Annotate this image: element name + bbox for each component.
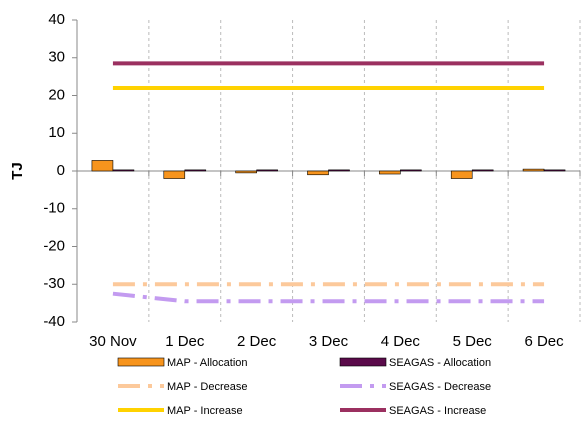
bar xyxy=(112,169,135,172)
x-tick-label: 1 Dec xyxy=(165,333,205,350)
bar xyxy=(256,169,278,172)
bar xyxy=(400,169,422,172)
bar xyxy=(307,170,329,176)
line xyxy=(112,291,545,304)
legend-label: SEAGAS - Allocation xyxy=(389,357,491,369)
bar xyxy=(235,170,257,174)
bar xyxy=(543,169,566,172)
bar xyxy=(184,169,207,172)
x-tick-label: 6 Dec xyxy=(524,333,564,350)
x-tick-label: 3 Dec xyxy=(309,333,349,350)
bar xyxy=(522,168,545,172)
y-tick-label: 0 xyxy=(57,162,65,179)
y-tick-label: 40 xyxy=(48,11,65,28)
x-tick-label: 2 Dec xyxy=(237,333,277,350)
bar xyxy=(328,169,350,172)
legend-swatch xyxy=(117,357,165,367)
bar xyxy=(379,170,401,175)
x-tick-label: 5 Dec xyxy=(453,333,493,350)
legend-swatch xyxy=(339,357,387,367)
legend-label: SEAGAS - Increase xyxy=(389,405,486,417)
y-tick-label: 30 xyxy=(48,49,65,66)
bar xyxy=(471,169,494,172)
y-tick-label: -30 xyxy=(43,275,65,292)
y-tick-label: -10 xyxy=(43,200,65,217)
legend-label: MAP - Increase xyxy=(167,405,243,417)
y-tick-label: -20 xyxy=(43,237,65,254)
legend-label: SEAGAS - Decrease xyxy=(389,381,491,393)
bar xyxy=(91,160,114,172)
y-tick-label: 10 xyxy=(48,124,65,141)
bar xyxy=(450,170,473,179)
x-tick-label: 4 Dec xyxy=(381,333,421,350)
y-tick-label: 20 xyxy=(48,86,65,103)
legend-label: MAP - Decrease xyxy=(167,381,248,393)
x-tick-label: 30 Nov xyxy=(89,333,137,350)
bar xyxy=(163,170,186,179)
y-tick-label: -40 xyxy=(43,313,65,330)
y-axis-label: TJ xyxy=(9,162,26,180)
legend-label: MAP - Allocation xyxy=(167,357,248,369)
